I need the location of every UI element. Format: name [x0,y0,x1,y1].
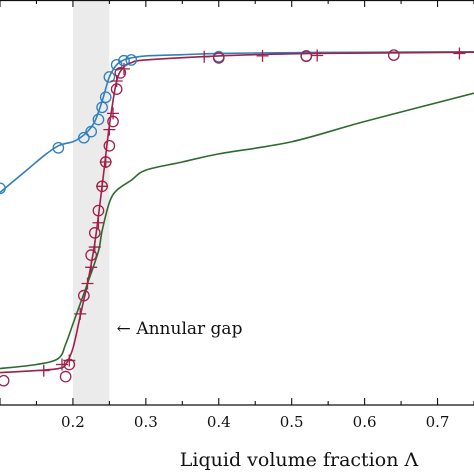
annotation-layer: ← Annular gap [117,319,243,339]
series-4-point-1 [59,370,72,383]
series-4-point-5 [88,227,101,239]
series-4-point-7 [96,180,108,193]
series-4-point-8 [99,156,112,168]
series-3-point-4 [81,277,94,290]
series-3-point-1 [55,358,68,371]
series-1-point-2 [78,131,90,144]
x-tick-label-3: 0.5 [280,413,304,431]
series-layer [0,47,474,387]
series-4-point-6 [92,204,105,217]
series-4-point-0 [0,374,10,387]
series-3-point-16 [311,49,324,62]
axes-layer: 0.2 0.3 0.4 0.5 0.6 0.7 [0,0,474,431]
x-tick-label-2: 0.4 [207,413,231,431]
series-1-point-3 [85,125,98,138]
series-1-point-4 [92,113,105,126]
series-4-point-15 [387,49,400,61]
series-3-point-3 [74,307,87,320]
series-4-point-11 [110,83,123,95]
series-5-line [0,92,474,370]
series-1-point-6 [99,91,112,104]
series-4-point-10 [107,115,119,128]
series-1-point-10 [125,54,138,66]
series-4-point-2 [63,358,76,371]
x-axis-label: Liquid volume fraction Λ [180,449,419,471]
series-3-point-7 [92,216,105,229]
series-4-point-3 [78,289,90,302]
annular-gap-band [72,0,110,405]
x-tick-label-1: 0.3 [134,413,158,431]
series-4-point-4 [85,249,98,261]
series-3-point-9 [99,156,112,168]
series-3-point-8 [96,180,109,193]
series-1-point-7 [103,71,116,83]
series-4-point-14 [300,50,313,63]
series-4-point-12 [114,67,127,79]
series-0-line [0,51,474,193]
x-tick-label-4: 0.6 [353,413,377,431]
series-1-point-5 [96,101,108,114]
series-3-point-0 [37,364,50,377]
series-3-point-15 [256,49,269,62]
annotation-annular-gap: ← Annular gap [117,319,243,339]
series-4-point-13 [212,52,225,64]
series-1-point-1 [52,141,65,154]
x-tick-label-5: 0.7 [426,413,450,431]
series-3-point-5 [85,261,98,274]
series-3-point-11 [107,107,120,120]
series-4-point-9 [103,139,116,152]
series-3-point-14 [198,50,211,63]
series-3-point-17 [453,47,466,60]
series-1-point-0 [0,182,6,195]
x-tick-label-0: 0.2 [61,413,85,431]
